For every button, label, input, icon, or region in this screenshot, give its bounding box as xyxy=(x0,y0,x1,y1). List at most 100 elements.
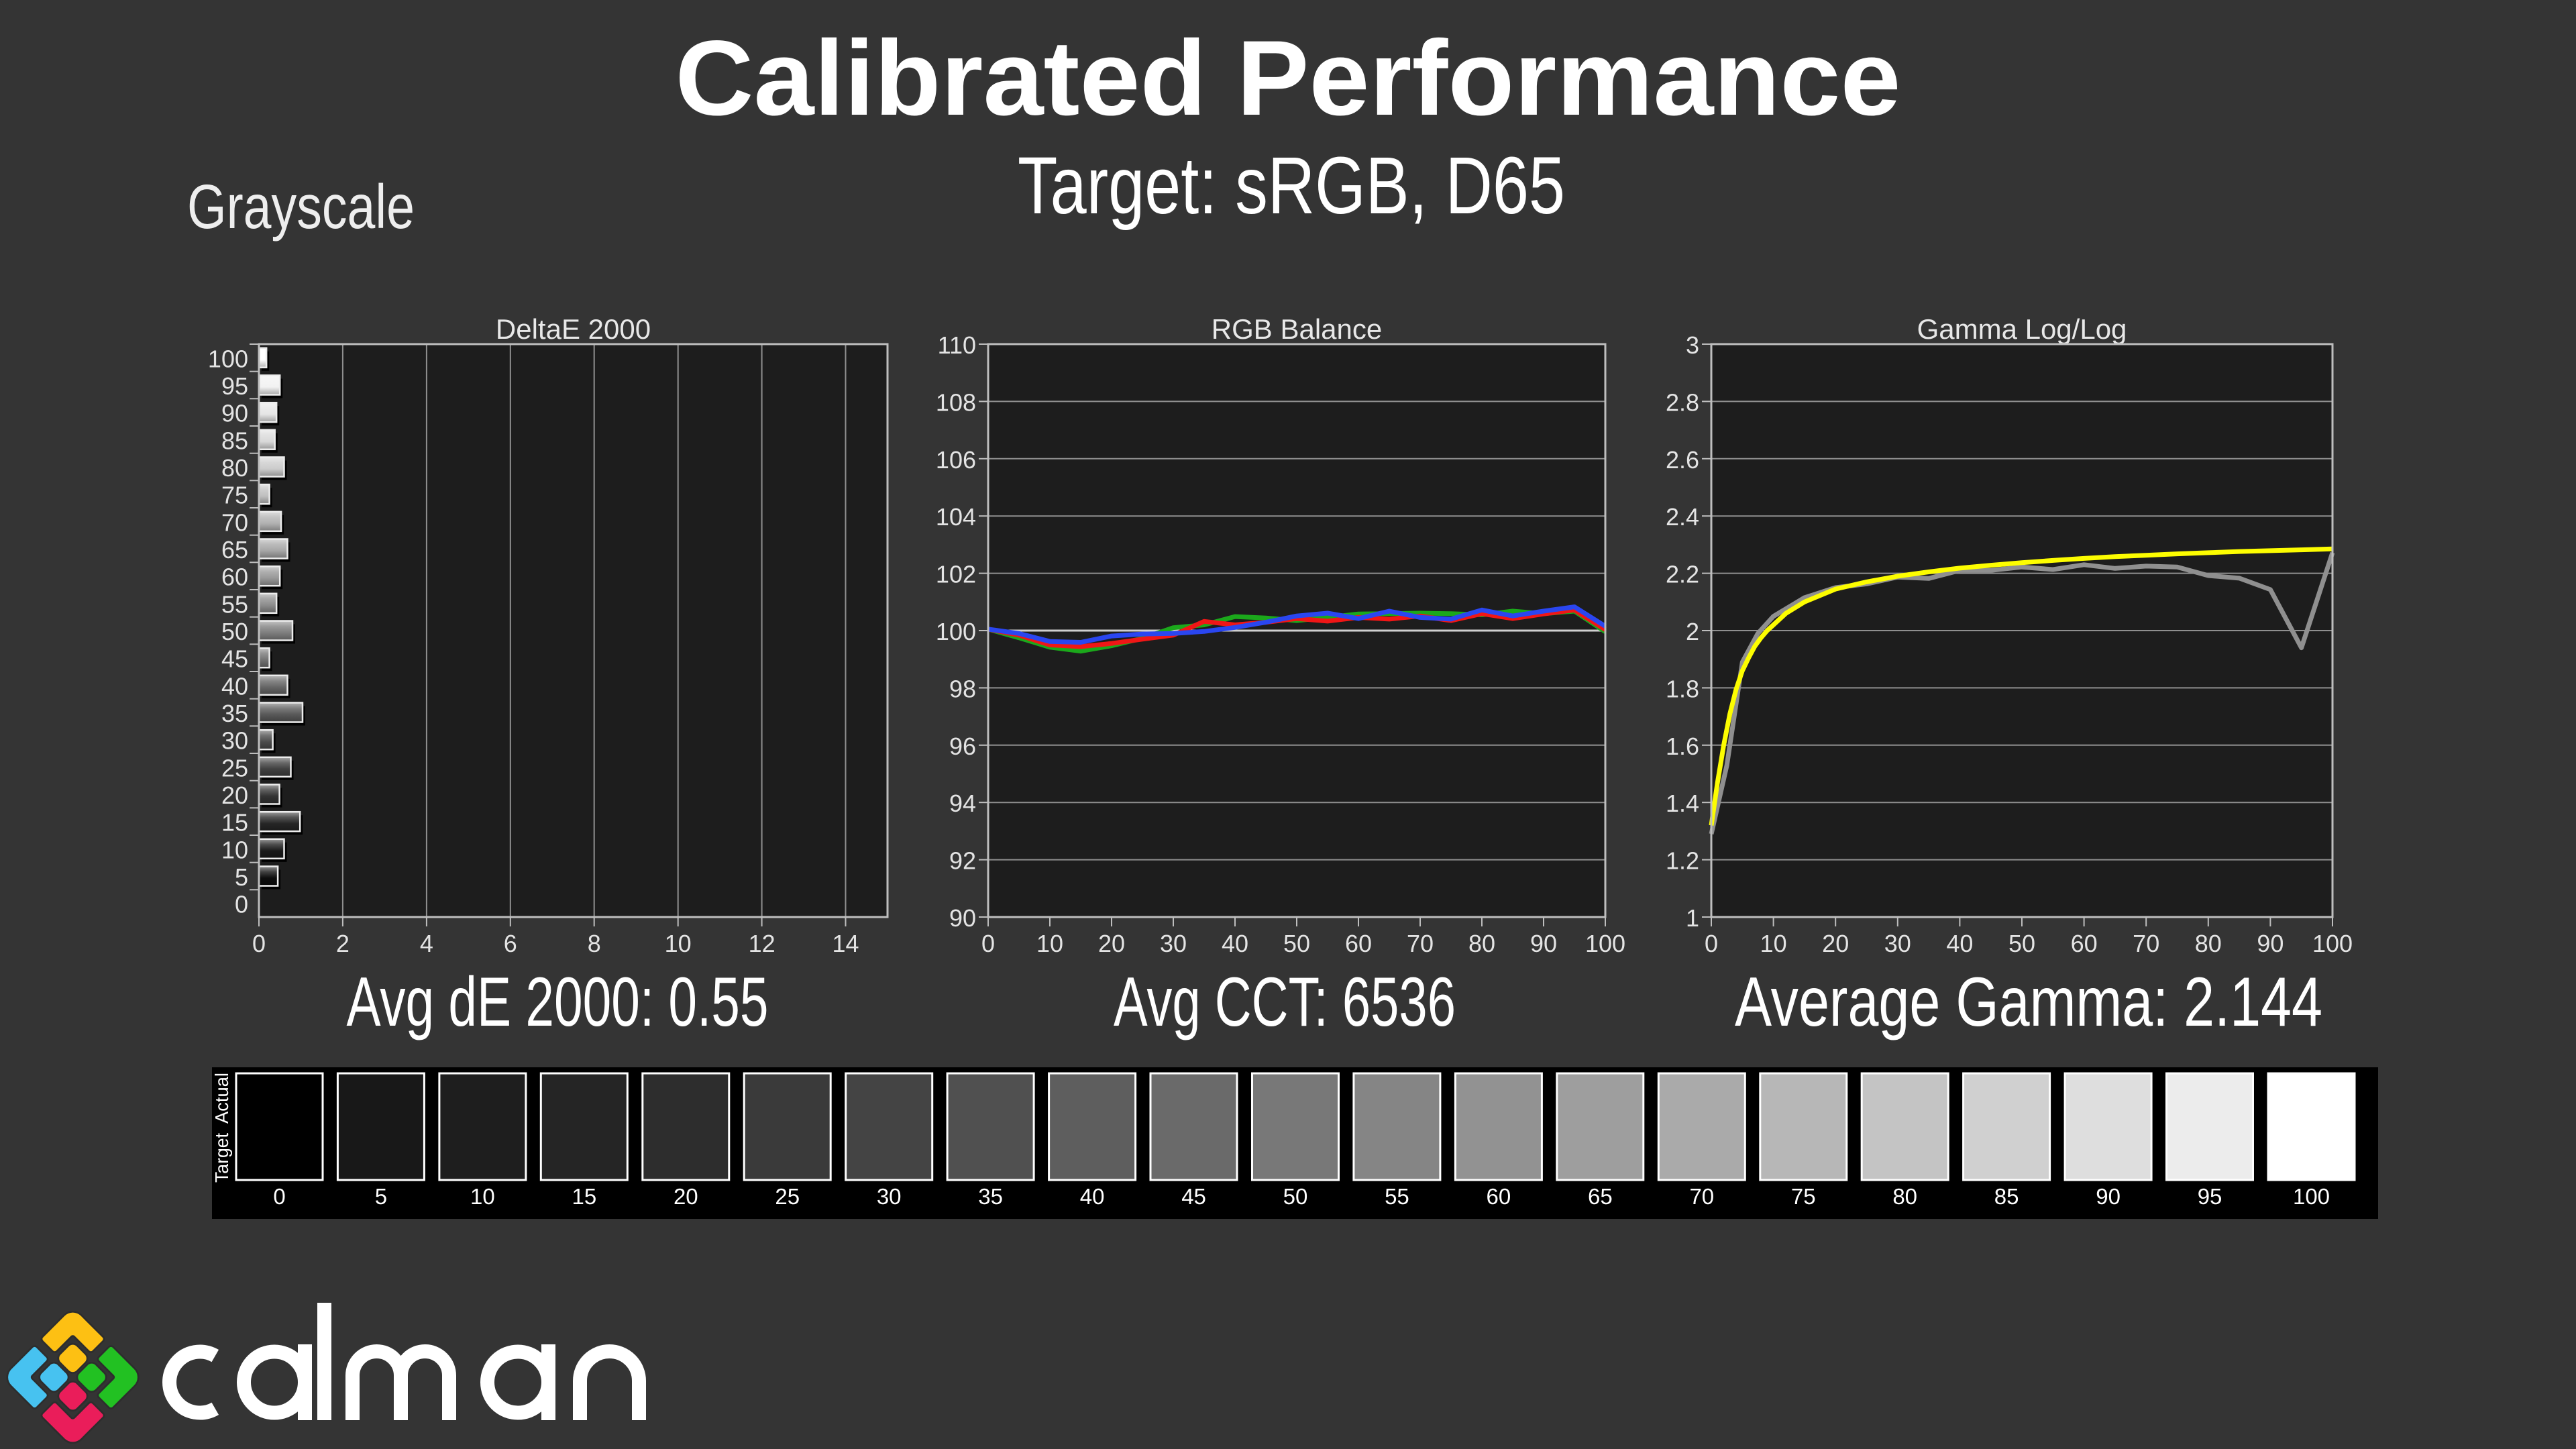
svg-text:DeltaE 2000: DeltaE 2000 xyxy=(496,313,651,345)
svg-text:Calibrated Performance: Calibrated Performance xyxy=(676,18,1901,138)
svg-text:5: 5 xyxy=(375,1184,387,1209)
svg-text:0: 0 xyxy=(1705,930,1718,957)
svg-text:106: 106 xyxy=(936,446,976,474)
svg-text:60: 60 xyxy=(1345,930,1372,957)
svg-text:3: 3 xyxy=(1686,331,1699,359)
svg-text:RGB Balance: RGB Balance xyxy=(1212,313,1382,345)
svg-text:2: 2 xyxy=(336,930,350,957)
svg-text:25: 25 xyxy=(221,754,248,782)
svg-text:100: 100 xyxy=(2293,1184,2330,1209)
svg-text:104: 104 xyxy=(936,503,976,531)
svg-text:70: 70 xyxy=(221,508,248,536)
svg-text:10: 10 xyxy=(1760,930,1787,957)
svg-text:40: 40 xyxy=(1080,1184,1105,1209)
svg-text:85: 85 xyxy=(221,427,248,454)
svg-text:30: 30 xyxy=(877,1184,902,1209)
svg-text:102: 102 xyxy=(936,561,976,588)
svg-text:2.6: 2.6 xyxy=(1666,446,1699,474)
svg-text:35: 35 xyxy=(978,1184,1003,1209)
svg-text:1.6: 1.6 xyxy=(1666,733,1699,760)
svg-text:100: 100 xyxy=(1585,930,1625,957)
svg-text:2.8: 2.8 xyxy=(1666,388,1699,416)
svg-text:108: 108 xyxy=(936,388,976,416)
svg-text:20: 20 xyxy=(221,782,248,809)
svg-text:95: 95 xyxy=(2198,1184,2222,1209)
svg-text:65: 65 xyxy=(1588,1184,1613,1209)
svg-text:30: 30 xyxy=(1160,930,1187,957)
svg-text:80: 80 xyxy=(221,454,248,482)
svg-text:Gamma Log/Log: Gamma Log/Log xyxy=(1917,313,2127,345)
svg-text:8: 8 xyxy=(588,930,601,957)
svg-text:110: 110 xyxy=(938,331,976,359)
svg-text:100: 100 xyxy=(2312,930,2353,957)
svg-text:10: 10 xyxy=(665,930,692,957)
svg-text:1.8: 1.8 xyxy=(1666,675,1699,702)
svg-text:70: 70 xyxy=(2133,930,2159,957)
svg-text:2.4: 2.4 xyxy=(1666,503,1699,531)
svg-text:0: 0 xyxy=(981,930,995,957)
svg-text:60: 60 xyxy=(2071,930,2098,957)
svg-text:45: 45 xyxy=(1181,1184,1206,1209)
svg-text:90: 90 xyxy=(949,904,976,932)
svg-text:2.2: 2.2 xyxy=(1666,561,1699,588)
svg-text:5: 5 xyxy=(235,863,248,891)
svg-text:90: 90 xyxy=(2096,1184,2121,1209)
svg-text:Target: sRGB, D65: Target: sRGB, D65 xyxy=(1018,140,1565,231)
svg-text:90: 90 xyxy=(1530,930,1557,957)
svg-text:14: 14 xyxy=(833,930,859,957)
svg-text:12: 12 xyxy=(749,930,775,957)
svg-text:15: 15 xyxy=(221,809,248,837)
svg-text:60: 60 xyxy=(221,564,248,591)
svg-text:40: 40 xyxy=(1222,930,1248,957)
svg-text:Actual: Actual xyxy=(211,1073,232,1124)
svg-text:40: 40 xyxy=(1946,930,1973,957)
svg-text:70: 70 xyxy=(1407,930,1434,957)
svg-text:1: 1 xyxy=(1686,904,1699,932)
svg-text:96: 96 xyxy=(949,733,976,760)
svg-text:80: 80 xyxy=(2195,930,2222,957)
svg-text:Avg dE 2000: 0.55: Avg dE 2000: 0.55 xyxy=(347,963,769,1041)
svg-text:80: 80 xyxy=(1468,930,1495,957)
svg-text:80: 80 xyxy=(1892,1184,1917,1209)
svg-text:50: 50 xyxy=(221,618,248,645)
svg-text:6: 6 xyxy=(504,930,517,957)
svg-text:20: 20 xyxy=(674,1184,698,1209)
svg-text:2: 2 xyxy=(1686,618,1699,645)
svg-text:70: 70 xyxy=(1689,1184,1714,1209)
svg-text:90: 90 xyxy=(2257,930,2284,957)
svg-text:30: 30 xyxy=(221,727,248,755)
svg-text:0: 0 xyxy=(252,930,266,957)
svg-text:0: 0 xyxy=(273,1184,285,1209)
svg-text:45: 45 xyxy=(221,645,248,673)
svg-text:50: 50 xyxy=(2008,930,2035,957)
svg-text:15: 15 xyxy=(572,1184,596,1209)
svg-text:1.4: 1.4 xyxy=(1666,790,1699,817)
svg-text:0: 0 xyxy=(235,891,248,918)
svg-text:75: 75 xyxy=(221,482,248,509)
svg-text:94: 94 xyxy=(949,790,976,817)
svg-text:10: 10 xyxy=(221,836,248,863)
svg-text:55: 55 xyxy=(1385,1184,1409,1209)
svg-text:4: 4 xyxy=(420,930,433,957)
svg-text:20: 20 xyxy=(1822,930,1849,957)
svg-text:98: 98 xyxy=(949,675,976,702)
svg-text:60: 60 xyxy=(1487,1184,1511,1209)
svg-text:10: 10 xyxy=(1036,930,1063,957)
svg-text:Average Gamma: 2.144: Average Gamma: 2.144 xyxy=(1735,963,2322,1041)
svg-text:75: 75 xyxy=(1791,1184,1816,1209)
svg-text:55: 55 xyxy=(221,590,248,618)
svg-text:Avg CCT: 6536: Avg CCT: 6536 xyxy=(1114,963,1456,1041)
svg-text:40: 40 xyxy=(221,672,248,700)
svg-text:92: 92 xyxy=(949,847,976,875)
svg-text:50: 50 xyxy=(1283,930,1310,957)
svg-text:95: 95 xyxy=(221,372,248,400)
svg-text:25: 25 xyxy=(775,1184,800,1209)
svg-text:50: 50 xyxy=(1283,1184,1308,1209)
svg-text:20: 20 xyxy=(1098,930,1125,957)
svg-text:100: 100 xyxy=(936,618,976,645)
svg-text:Grayscale: Grayscale xyxy=(187,172,415,241)
svg-text:65: 65 xyxy=(221,536,248,564)
svg-text:Target: Target xyxy=(211,1133,232,1183)
svg-text:90: 90 xyxy=(221,400,248,427)
svg-text:10: 10 xyxy=(470,1184,495,1209)
